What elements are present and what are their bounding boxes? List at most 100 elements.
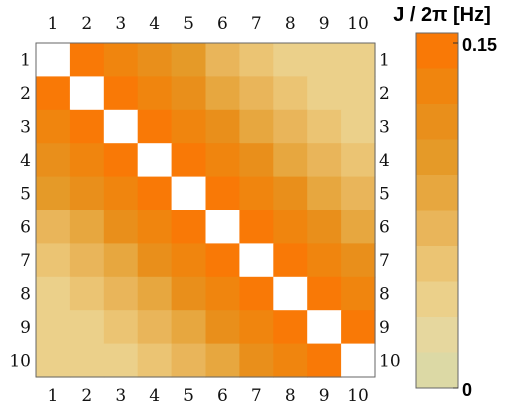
colorbar-step-3 bbox=[416, 281, 458, 318]
heatmap-cell-r7-c1 bbox=[36, 243, 71, 278]
heatmap-cell-r5-c9 bbox=[307, 176, 342, 211]
heatmap-cell-r4-c9 bbox=[307, 143, 342, 178]
heatmap-cell-r2-c10 bbox=[341, 76, 376, 111]
heatmap-cell-r9-c5 bbox=[171, 310, 207, 345]
heatmap-cell-r6-c3 bbox=[103, 210, 139, 244]
heatmap-cell-r4-c7 bbox=[239, 143, 274, 178]
heatmap-cell-r4-c4 bbox=[137, 143, 173, 178]
heatmap-cell-r3-c10 bbox=[341, 109, 376, 144]
heatmap-cell-r3-c5 bbox=[171, 109, 207, 144]
x-tick-top-9: 9 bbox=[319, 14, 330, 34]
y-tick-right-7: 7 bbox=[379, 251, 390, 271]
heatmap-cell-r5-c8 bbox=[273, 176, 308, 211]
heatmap-cell-r10-c5 bbox=[171, 343, 207, 378]
y-tick-left-4: 4 bbox=[20, 151, 31, 171]
heatmap-cell-r8-c9 bbox=[307, 276, 342, 311]
colorbar-step-9 bbox=[416, 68, 458, 105]
x-tick-top-6: 6 bbox=[217, 14, 228, 34]
heatmap-cell-r6-c10 bbox=[341, 210, 376, 244]
heatmap-cell-r10-c1 bbox=[36, 343, 71, 378]
heatmap-cell-r7-c8 bbox=[273, 243, 308, 278]
y-tick-left-7: 7 bbox=[20, 251, 31, 271]
heatmap-cell-r9-c10 bbox=[341, 310, 376, 345]
heatmap-cell-r1-c3 bbox=[103, 43, 139, 77]
heatmap-cell-r7-c3 bbox=[103, 243, 139, 278]
heatmap-cell-r1-c8 bbox=[273, 43, 308, 77]
heatmap-cell-r10-c6 bbox=[205, 343, 240, 378]
heatmap-cell-r7-c2 bbox=[69, 243, 105, 278]
x-tick-top-5: 5 bbox=[183, 14, 194, 34]
heatmap-cell-r3-c6 bbox=[205, 109, 240, 144]
heatmap-cell-r10-c4 bbox=[137, 343, 173, 378]
x-tick-bottom-7: 7 bbox=[251, 386, 262, 406]
x-tick-top-10: 10 bbox=[347, 14, 369, 34]
heatmap-cell-r9-c4 bbox=[137, 310, 173, 345]
heatmap-cell-r2-c6 bbox=[205, 76, 240, 111]
heatmap-cell-r3-c7 bbox=[239, 109, 274, 144]
plot-frame bbox=[35, 42, 376, 378]
heatmap-cell-r8-c4 bbox=[137, 276, 173, 311]
x-tick-top-7: 7 bbox=[251, 14, 262, 34]
heatmap-cell-r8-c8 bbox=[273, 276, 308, 311]
heatmap-cell-r8-c5 bbox=[171, 276, 207, 311]
heatmap-cell-r10-c9 bbox=[307, 343, 342, 378]
heatmap-cell-r5-c5 bbox=[171, 176, 207, 211]
heatmap-cell-r1-c1 bbox=[36, 43, 71, 77]
heatmap-cell-r3-c8 bbox=[273, 109, 308, 144]
heatmap-cell-r5-c6 bbox=[205, 176, 240, 211]
x-tick-bottom-4: 4 bbox=[149, 386, 160, 406]
heatmap-cell-r6-c8 bbox=[273, 210, 308, 244]
heatmap-cell-r6-c7 bbox=[239, 210, 274, 244]
x-tick-top-3: 3 bbox=[115, 14, 126, 34]
y-tick-left-6: 6 bbox=[20, 218, 31, 238]
y-tick-right-1: 1 bbox=[379, 51, 390, 71]
heatmap-cell-r9-c2 bbox=[69, 310, 105, 345]
x-tick-top-2: 2 bbox=[81, 14, 92, 34]
colorbar-step-1 bbox=[416, 352, 458, 389]
y-tick-right-2: 2 bbox=[379, 84, 390, 104]
heatmap-cell-r9-c8 bbox=[273, 310, 308, 345]
y-tick-right-10: 10 bbox=[379, 351, 401, 371]
y-tick-right-9: 9 bbox=[379, 318, 390, 338]
heatmap-cell-r10-c2 bbox=[69, 343, 105, 378]
heatmap-cell-r4-c3 bbox=[103, 143, 139, 178]
heatmap-cell-r7-c10 bbox=[341, 243, 376, 278]
heatmap-cell-r8-c3 bbox=[103, 276, 139, 311]
heatmap-cell-r7-c9 bbox=[307, 243, 342, 278]
heatmap-cell-r9-c9 bbox=[307, 310, 342, 345]
heatmap-cell-r3-c3 bbox=[103, 109, 139, 144]
heatmap-cell-r8-c1 bbox=[36, 276, 71, 311]
x-tick-bottom-3: 3 bbox=[115, 386, 126, 406]
heatmap-cell-r2-c9 bbox=[307, 76, 342, 111]
heatmap-cell-r4-c10 bbox=[341, 143, 376, 178]
heatmap-cell-r9-c3 bbox=[103, 310, 139, 345]
heatmap-cell-r5-c1 bbox=[36, 176, 71, 211]
colorbar-min-label: 0 bbox=[462, 380, 472, 400]
heatmap-cell-r3-c4 bbox=[137, 109, 173, 144]
heatmap-cell-r9-c7 bbox=[239, 310, 274, 345]
heatmap-cell-r6-c5 bbox=[171, 210, 207, 244]
heatmap-cell-r7-c7 bbox=[239, 243, 274, 278]
y-tick-right-5: 5 bbox=[379, 184, 390, 204]
heatmap-cell-r2-c3 bbox=[103, 76, 139, 111]
heatmap-cell-r8-c2 bbox=[69, 276, 105, 311]
x-tick-top-4: 4 bbox=[149, 14, 160, 34]
y-tick-left-9: 9 bbox=[20, 318, 31, 338]
heatmap-cell-r1-c7 bbox=[239, 43, 274, 77]
colorbar-step-4 bbox=[416, 246, 458, 282]
heatmap-cell-r4-c5 bbox=[171, 143, 207, 178]
heatmap-cell-r5-c7 bbox=[239, 176, 274, 211]
heatmap-cell-r2-c5 bbox=[171, 76, 207, 111]
heatmap-cell-r4-c6 bbox=[205, 143, 240, 178]
heatmap-cell-r6-c6 bbox=[205, 210, 240, 244]
heatmap-cell-r2-c4 bbox=[137, 76, 173, 111]
heatmap-cell-r5-c10 bbox=[341, 176, 376, 211]
heatmap-cell-r6-c2 bbox=[69, 210, 105, 244]
heatmap-cell-r3-c2 bbox=[69, 109, 105, 144]
heatmap-cell-r1-c10 bbox=[341, 43, 376, 77]
y-tick-right-4: 4 bbox=[379, 151, 390, 171]
y-tick-right-3: 3 bbox=[379, 118, 390, 138]
heatmap-cell-r10-c10 bbox=[341, 343, 376, 378]
colorbar bbox=[415, 32, 459, 389]
